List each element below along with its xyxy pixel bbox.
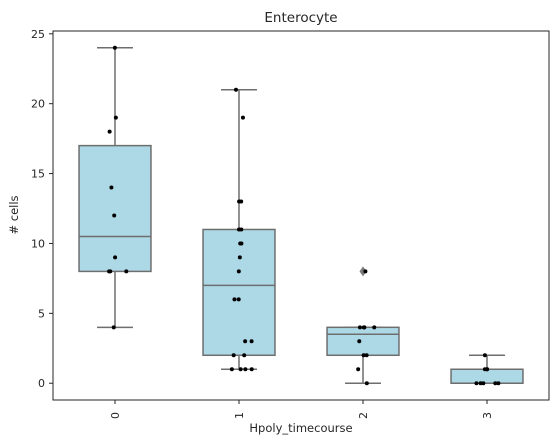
data-point xyxy=(112,45,117,50)
data-point xyxy=(232,297,237,302)
y-tick-label: 15 xyxy=(31,168,45,181)
data-point xyxy=(249,339,254,344)
data-point xyxy=(372,325,377,330)
box-group-1 xyxy=(202,87,276,372)
data-point xyxy=(238,367,243,372)
data-point xyxy=(109,185,114,190)
chart-title: Enterocyte xyxy=(264,10,337,26)
data-point xyxy=(112,213,117,218)
data-point xyxy=(363,269,368,274)
data-point xyxy=(243,339,248,344)
data-point xyxy=(107,129,112,134)
y-tick-label: 10 xyxy=(31,237,45,250)
x-axis-label: Hpoly_timecourse xyxy=(249,421,352,435)
box-group-3 xyxy=(450,353,524,386)
data-point xyxy=(357,339,362,344)
data-point xyxy=(493,381,498,386)
data-point xyxy=(242,353,247,358)
data-point xyxy=(356,367,361,372)
data-point xyxy=(364,381,369,386)
box-group-2 xyxy=(326,266,400,386)
y-tick-label: 5 xyxy=(38,307,45,320)
data-point xyxy=(108,269,113,274)
data-point xyxy=(240,115,245,120)
data-point xyxy=(113,115,118,120)
data-point xyxy=(243,367,248,372)
data-point xyxy=(111,325,116,330)
data-point xyxy=(357,325,362,330)
plot-area xyxy=(78,45,524,386)
data-point xyxy=(124,269,129,274)
data-point xyxy=(481,381,486,386)
box xyxy=(202,228,276,357)
box xyxy=(78,144,152,273)
outlier-marker xyxy=(359,266,367,277)
data-point xyxy=(237,255,242,260)
box-group-0 xyxy=(78,45,152,330)
data-point xyxy=(239,227,244,232)
x-tick-label: 1 xyxy=(233,412,246,419)
data-point xyxy=(364,353,369,358)
x-axis: 0 1 2 3 xyxy=(109,400,494,419)
data-point xyxy=(229,367,234,372)
plot-frame xyxy=(52,30,550,401)
data-point xyxy=(478,381,483,386)
y-axis: 0 5 10 15 20 25 xyxy=(31,28,53,390)
data-point xyxy=(237,199,242,204)
data-point xyxy=(231,353,236,358)
box xyxy=(326,326,400,357)
data-point xyxy=(482,353,487,358)
data-point xyxy=(474,381,479,386)
data-point xyxy=(249,367,254,372)
x-tick-label: 2 xyxy=(357,412,370,419)
x-tick-label: 0 xyxy=(109,412,122,419)
data-point xyxy=(236,269,241,274)
y-tick-label: 20 xyxy=(31,98,45,111)
data-point xyxy=(496,381,501,386)
box xyxy=(450,368,524,384)
data-point xyxy=(484,367,489,372)
data-point xyxy=(236,297,241,302)
data-point xyxy=(361,353,366,358)
data-point xyxy=(233,87,238,92)
y-tick-label: 0 xyxy=(38,377,45,390)
data-point xyxy=(238,241,243,246)
x-tick-label: 3 xyxy=(481,412,494,419)
y-axis-label: # cells xyxy=(7,195,21,234)
data-point xyxy=(113,255,118,260)
y-tick-label: 25 xyxy=(31,28,45,41)
data-point xyxy=(361,325,366,330)
